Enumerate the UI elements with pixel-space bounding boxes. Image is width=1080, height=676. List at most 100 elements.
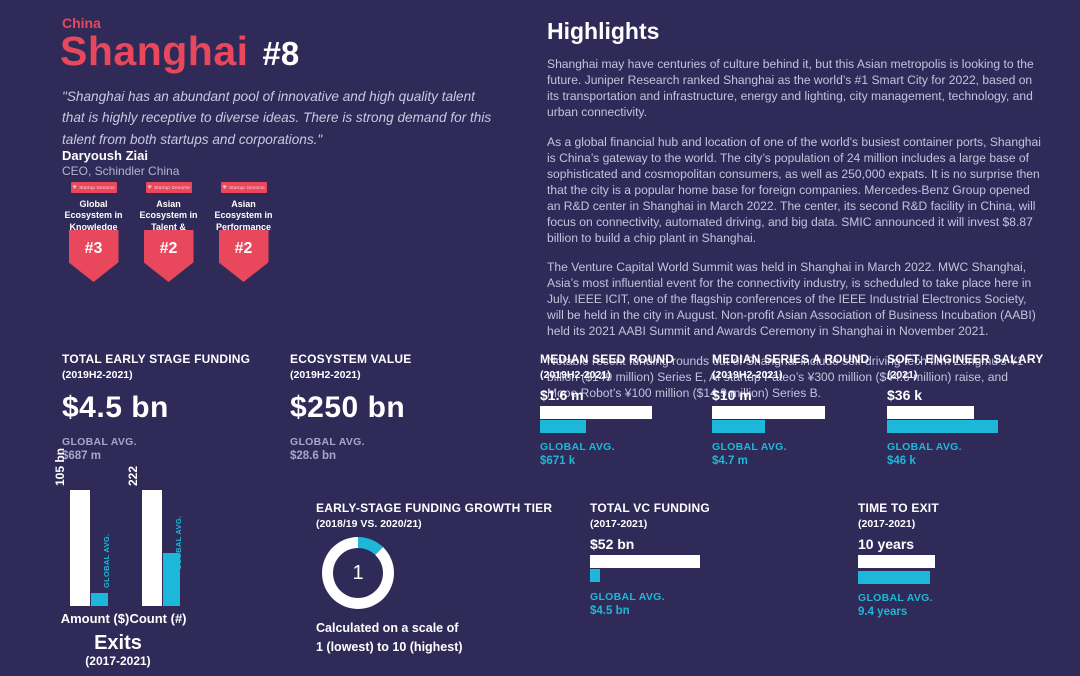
badge-rank: #3 bbox=[84, 240, 103, 257]
growth-tier-value: 1 bbox=[352, 561, 364, 584]
stat-time-to-exit: TIME TO EXIT (2017-2021) 10 years GLOBAL… bbox=[858, 501, 988, 618]
global-avg-bar bbox=[712, 420, 765, 433]
stat-title: MEDIAN SERIES A ROUND bbox=[712, 352, 870, 366]
global-avg-label: GLOBAL AVG. bbox=[102, 533, 111, 588]
stat-value: $4.5 bn bbox=[62, 391, 169, 424]
highlights-paragraph-2: As a global financial hub and location o… bbox=[547, 134, 1041, 245]
exits-period: (2017-2021) bbox=[85, 654, 151, 668]
quote-author: Daryoush Ziai bbox=[62, 148, 148, 163]
global-avg-label: GLOBAL AVG. bbox=[858, 592, 933, 604]
highlights-title: Highlights bbox=[547, 18, 660, 44]
city-value-bar bbox=[540, 406, 652, 419]
badge-asian-talent: ✳ Startup Genome Asian Ecosystem in Tale… bbox=[133, 182, 204, 282]
global-avg-value: 9.4 years bbox=[858, 606, 908, 618]
growth-tier-caption: Calculated on a scale of 1 (lowest) to 1… bbox=[316, 619, 463, 658]
city-value-bar bbox=[858, 555, 935, 568]
badge-label: Asian Ecosystem in Performance bbox=[214, 199, 273, 232]
global-avg-label: GLOBAL AVG. bbox=[540, 441, 615, 453]
global-avg-label: GLOBAL AVG. bbox=[712, 441, 787, 453]
stat-median-seed-round: MEDIAN SEED ROUND (2019H2-2021) $1.6 m G… bbox=[540, 352, 674, 467]
global-avg-label: GLOBAL AVG. bbox=[62, 436, 137, 448]
exits-count-global-bar bbox=[163, 553, 180, 606]
stat-title: TIME TO EXIT bbox=[858, 501, 939, 515]
global-avg-label: GLOBAL AVG. bbox=[887, 441, 962, 453]
quote-text: "Shanghai has an abundant pool of innova… bbox=[62, 89, 492, 147]
exits-count-city-value: 222 bbox=[126, 465, 140, 486]
global-avg-bar bbox=[887, 420, 998, 433]
badge-global-knowledge: ✳ Startup Genome Global Ecosystem in Kno… bbox=[58, 182, 129, 282]
stat-period: (2019H2-2021) bbox=[290, 369, 361, 381]
page-title: Shanghai #8 bbox=[60, 28, 299, 75]
stat-value: $1.6 m bbox=[540, 387, 584, 403]
startup-genome-logo-icon: ✳ bbox=[72, 184, 78, 191]
global-avg-value: $4.5 bn bbox=[590, 605, 630, 617]
stat-title: ECOSYSTEM VALUE bbox=[290, 352, 412, 366]
growth-tier-caption-line1: Calculated on a scale of bbox=[316, 621, 459, 635]
highlights-paragraph-1: Shanghai may have centuries of culture b… bbox=[547, 57, 1034, 119]
badge-rank: #2 bbox=[159, 240, 178, 257]
stat-period: (2017-2021) bbox=[858, 518, 916, 530]
growth-tier-title: EARLY-STAGE FUNDING GROWTH TIER bbox=[316, 501, 553, 515]
global-avg-bar bbox=[590, 569, 600, 582]
growth-tier-donut: 1 bbox=[322, 537, 394, 609]
quote-author-role: CEO, Schindler China bbox=[62, 164, 180, 178]
global-avg-value: $687 m bbox=[62, 450, 102, 462]
growth-tier-period: (2018/19 VS. 2020/21) bbox=[316, 518, 422, 530]
global-avg-bar bbox=[858, 571, 930, 584]
city-value-bar bbox=[712, 406, 825, 419]
global-avg-bar bbox=[540, 420, 586, 433]
city-title: Shanghai bbox=[60, 28, 249, 74]
stat-period: (2019H2-2021) bbox=[712, 369, 783, 381]
country-label: China bbox=[62, 15, 101, 31]
global-avg-label: GLOBAL AVG. bbox=[290, 436, 365, 448]
startup-genome-logo: ✳ Startup Genome bbox=[70, 182, 117, 193]
stat-ecosystem-value: ECOSYSTEM VALUE (2019H2-2021) $250 bn GL… bbox=[290, 352, 411, 462]
exits-amount-city-bar bbox=[70, 490, 90, 606]
badge-ribbon: #2 bbox=[143, 230, 194, 282]
stat-early-stage-funding: TOTAL EARLY STAGE FUNDING (2019H2-2021) … bbox=[62, 352, 250, 462]
growth-tier-donut-hole: 1 bbox=[333, 548, 383, 598]
stat-value: $52 bn bbox=[590, 536, 635, 552]
highlights-paragraph-3: The Venture Capital World Summit was hel… bbox=[547, 260, 1036, 339]
exits-count-city-bar bbox=[142, 490, 162, 606]
badge-ribbon: #3 bbox=[68, 230, 119, 282]
startup-genome-logo-text: Startup Genome bbox=[154, 185, 190, 190]
stat-value: $250 bn bbox=[290, 391, 406, 424]
stat-period: (2021) bbox=[887, 369, 918, 381]
growth-tier-caption-line2: 1 (lowest) to 10 (highest) bbox=[316, 640, 463, 655]
highlights-paragraph-4: Notable recent funding rounds out of Sha… bbox=[547, 354, 1024, 401]
startup-genome-logo-text: Startup Genome bbox=[79, 185, 115, 190]
badge-asian-performance: ✳ Startup Genome Asian Ecosystem in Perf… bbox=[208, 182, 279, 282]
stat-engineer-salary: SOFT. ENGINEER SALARY (2021) $36 k GLOBA… bbox=[887, 352, 1044, 467]
exits-amount-city-value: 105 bn bbox=[53, 447, 67, 486]
global-avg-label: GLOBAL AVG. bbox=[590, 591, 665, 603]
stat-title: TOTAL VC FUNDING bbox=[590, 501, 710, 515]
exits-amount-global-bar bbox=[91, 593, 108, 606]
global-avg-value: $671 k bbox=[540, 455, 576, 467]
stat-median-series-a-round: MEDIAN SERIES A ROUND (2019H2-2021) $10 … bbox=[712, 352, 870, 467]
startup-genome-logo-text: Startup Genome bbox=[229, 185, 265, 190]
highlights-section: Highlights Shanghai may have centuries o… bbox=[547, 18, 1041, 416]
stat-period: (2017-2021) bbox=[590, 518, 648, 530]
badge-ribbon: #2 bbox=[218, 230, 269, 282]
stat-period: (2019H2-2021) bbox=[62, 369, 133, 381]
stat-period: (2019H2-2021) bbox=[540, 369, 611, 381]
ranking-badges: ✳ Startup Genome Global Ecosystem in Kno… bbox=[58, 182, 279, 282]
startup-genome-logo: ✳ Startup Genome bbox=[145, 182, 192, 193]
stat-total-vc-funding: TOTAL VC FUNDING (2017-2021) $52 bn GLOB… bbox=[590, 501, 720, 617]
stat-value: $10 m bbox=[712, 387, 752, 403]
exits-title: Exits bbox=[94, 632, 142, 654]
badge-label: Global Ecosystem in Knowledge bbox=[64, 199, 123, 232]
stat-value: 10 years bbox=[858, 536, 915, 552]
startup-genome-logo: ✳ Startup Genome bbox=[220, 182, 267, 193]
global-avg-value: $4.7 m bbox=[712, 455, 748, 467]
exits-amount-axis-label: Amount ($) bbox=[60, 611, 130, 626]
city-value-bar bbox=[590, 555, 700, 568]
city-value-bar bbox=[887, 406, 974, 419]
global-avg-value: $46 k bbox=[887, 455, 916, 467]
startup-genome-logo-icon: ✳ bbox=[147, 184, 153, 191]
city-rank: #8 bbox=[262, 35, 300, 72]
startup-genome-logo-icon: ✳ bbox=[222, 184, 228, 191]
stat-title: SOFT. ENGINEER SALARY bbox=[887, 352, 1044, 366]
